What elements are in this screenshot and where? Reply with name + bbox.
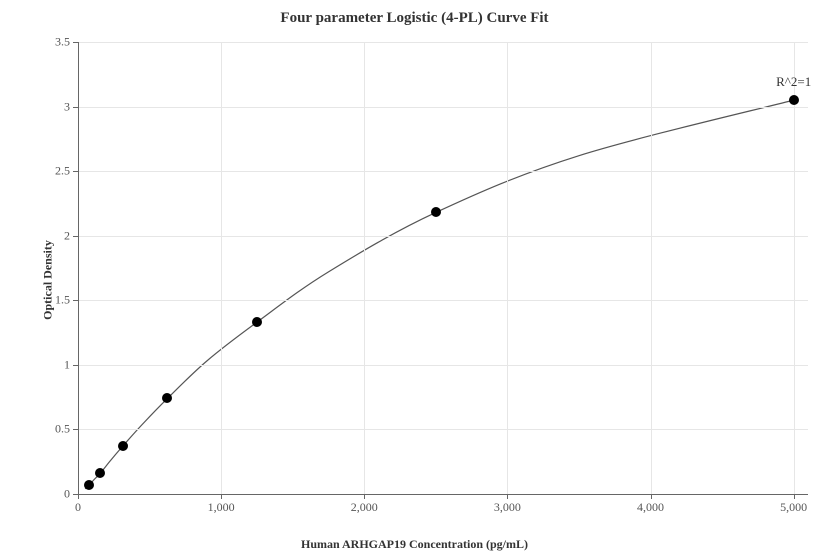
y-axis-label: Optical Density xyxy=(40,240,55,320)
y-tick-label: 1.5 xyxy=(55,293,70,308)
x-axis-label: Human ARHGAP19 Concentration (pg/mL) xyxy=(0,537,829,552)
grid-line-vertical xyxy=(794,42,795,494)
chart-title: Four parameter Logistic (4-PL) Curve Fit xyxy=(0,10,829,27)
y-tick-label: 1 xyxy=(64,357,70,372)
grid-line-vertical xyxy=(651,42,652,494)
grid-line-horizontal xyxy=(78,236,808,237)
x-tick-label: 2,000 xyxy=(351,500,378,515)
y-tick-label: 3 xyxy=(64,99,70,114)
data-point xyxy=(162,393,172,403)
data-point xyxy=(118,441,128,451)
x-tick-label: 5,000 xyxy=(780,500,807,515)
grid-line-horizontal xyxy=(78,300,808,301)
x-tick-label: 4,000 xyxy=(637,500,664,515)
x-tick-label: 3,000 xyxy=(494,500,521,515)
data-point xyxy=(789,95,799,105)
y-tick-label: 3.5 xyxy=(55,35,70,50)
x-tick-label: 0 xyxy=(75,500,81,515)
fit-curve xyxy=(78,42,808,494)
y-tick-label: 0.5 xyxy=(55,422,70,437)
grid-line-horizontal xyxy=(78,107,808,108)
grid-line-horizontal xyxy=(78,365,808,366)
y-tick-label: 2 xyxy=(64,228,70,243)
y-axis-line xyxy=(78,42,79,494)
grid-line-horizontal xyxy=(78,429,808,430)
r-squared-annotation: R^2=1 xyxy=(776,74,811,90)
y-tick-label: 0 xyxy=(64,487,70,502)
grid-line-horizontal xyxy=(78,42,808,43)
y-tick-label: 2.5 xyxy=(55,164,70,179)
grid-line-vertical xyxy=(221,42,222,494)
x-axis-line xyxy=(78,494,808,495)
data-point xyxy=(431,207,441,217)
grid-line-vertical xyxy=(507,42,508,494)
grid-line-vertical xyxy=(364,42,365,494)
grid-line-horizontal xyxy=(78,171,808,172)
x-tick-label: 1,000 xyxy=(208,500,235,515)
data-point xyxy=(95,468,105,478)
plot-area: 00.511.522.533.501,0002,0003,0004,0005,0… xyxy=(78,42,808,494)
data-point xyxy=(84,480,94,490)
data-point xyxy=(252,317,262,327)
